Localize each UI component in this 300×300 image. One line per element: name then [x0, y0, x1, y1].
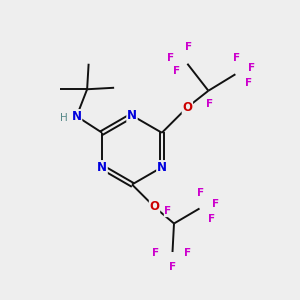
- Text: F: F: [164, 206, 172, 217]
- Text: F: F: [152, 248, 160, 259]
- Text: N: N: [97, 161, 107, 174]
- Text: H: H: [60, 113, 68, 123]
- Text: N: N: [157, 161, 167, 174]
- Text: N: N: [72, 110, 82, 123]
- Text: F: F: [169, 262, 176, 272]
- Text: F: F: [208, 214, 215, 224]
- Text: F: F: [185, 42, 192, 52]
- Text: F: F: [233, 53, 240, 63]
- Text: F: F: [245, 78, 252, 88]
- Text: N: N: [127, 109, 137, 122]
- Text: F: F: [167, 53, 174, 63]
- Text: F: F: [248, 63, 255, 73]
- Text: O: O: [182, 101, 192, 114]
- Text: F: F: [184, 248, 191, 259]
- Text: O: O: [149, 200, 160, 214]
- Text: F: F: [212, 199, 220, 209]
- Text: F: F: [196, 188, 204, 199]
- Text: F: F: [173, 66, 180, 76]
- Text: F: F: [206, 99, 213, 109]
